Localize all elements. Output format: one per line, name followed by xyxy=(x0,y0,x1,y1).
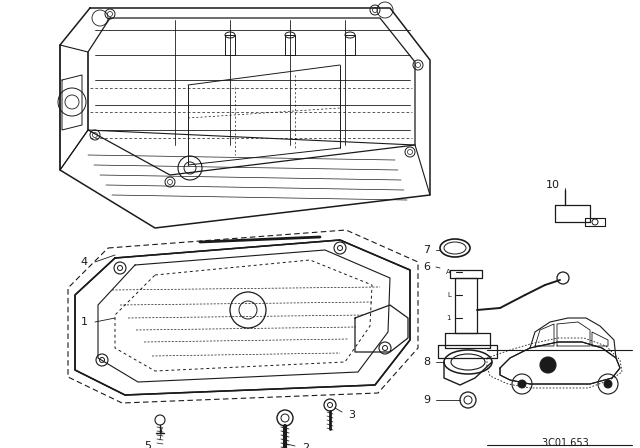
Text: 2: 2 xyxy=(302,443,309,448)
Text: 3: 3 xyxy=(348,410,355,420)
Circle shape xyxy=(518,380,526,388)
Text: 4: 4 xyxy=(81,257,88,267)
Text: 8: 8 xyxy=(423,357,430,367)
Text: 10: 10 xyxy=(546,180,560,190)
Text: 1: 1 xyxy=(81,317,88,327)
Text: L: L xyxy=(447,292,451,298)
Text: 6: 6 xyxy=(423,262,430,272)
Text: 3C01 653: 3C01 653 xyxy=(541,438,588,448)
Text: 7: 7 xyxy=(423,245,430,255)
Text: 5: 5 xyxy=(145,441,152,448)
Text: 1: 1 xyxy=(447,315,451,321)
Text: A: A xyxy=(446,269,451,275)
Polygon shape xyxy=(75,240,410,395)
Circle shape xyxy=(540,357,556,373)
Polygon shape xyxy=(500,342,620,384)
Circle shape xyxy=(604,380,612,388)
Text: 9: 9 xyxy=(423,395,430,405)
